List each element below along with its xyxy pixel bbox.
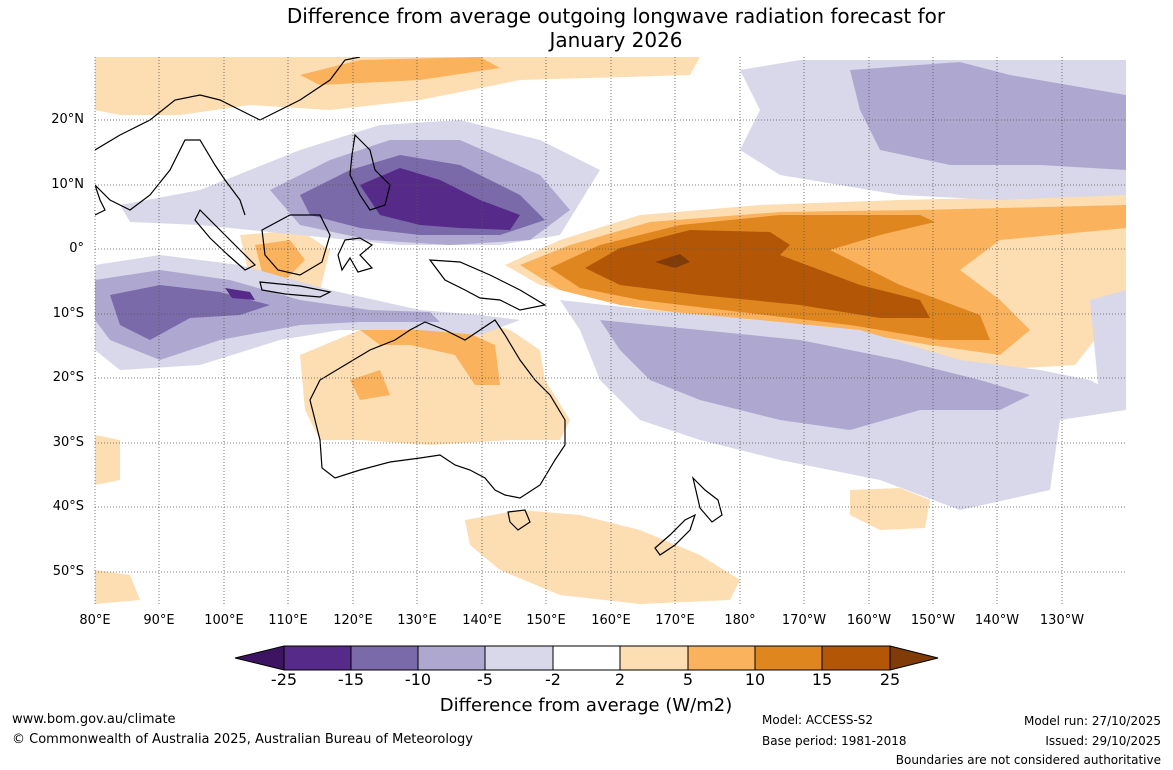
colorbar-bin-15-25 — [821, 645, 891, 671]
longitude-label: 150°E — [526, 613, 566, 628]
negative-region-indian-ocean-strong — [110, 285, 270, 340]
longitude-label: 170°E — [655, 613, 695, 628]
longitude-label: 160°E — [591, 613, 631, 628]
negative-region-north-pacific-mid — [850, 62, 1126, 170]
new-zealand-north-coastline — [691, 476, 723, 523]
positive-region-west-edge — [95, 435, 120, 485]
colorbar-bin-minus10-minus5 — [417, 645, 486, 671]
longitude-label: 180° — [724, 613, 756, 628]
latitude-label: 50°S — [52, 564, 84, 579]
latitude-label: 10°N — [51, 177, 84, 192]
colorbar-bin-5-10 — [687, 645, 756, 671]
longitude-label: 80°E — [79, 613, 111, 628]
colorbar-bin-neutral — [552, 645, 621, 671]
sulawesi-coastline — [337, 237, 374, 273]
longitude-label: 140°W — [974, 613, 1020, 628]
website-link[interactable]: www.bom.gov.au/climate — [12, 712, 176, 727]
positive-region-maritime-core — [255, 240, 305, 280]
latitude-label: 20°S — [52, 370, 84, 385]
new-guinea-coastline — [428, 259, 547, 311]
base-period: Base period: 1981-2018 — [762, 734, 907, 748]
colorbar-tick-label: -2 — [545, 670, 561, 689]
colorbar-upper-extension — [889, 645, 939, 671]
longitude-label: 160°W — [846, 613, 892, 628]
latitude-label: 40°S — [52, 499, 84, 514]
longitude-label: 170°W — [781, 613, 827, 628]
australia-coastline — [309, 319, 566, 499]
model-run-date: Model run: 27/10/2025 — [1023, 714, 1161, 728]
colorbar-tick-label: -15 — [337, 670, 365, 689]
copyright-text: © Commonwealth of Australia 2025, Austra… — [12, 732, 473, 747]
latitude-label: 30°S — [52, 435, 84, 450]
colorbar-tick-label: 2 — [614, 670, 626, 689]
positive-region-australia-west — [350, 370, 390, 400]
philippines-coastline — [349, 133, 391, 211]
positive-region-south-east — [850, 488, 930, 530]
latitude-label: 10°S — [52, 306, 84, 321]
longitude-label: 100°E — [204, 613, 244, 628]
title-line-2: January 2026 — [549, 28, 683, 52]
colorbar-title: Difference from average (W/m2) — [439, 695, 733, 716]
colorbar-bin-2-5 — [619, 645, 689, 671]
colorbar-bin-minus15-minus10 — [350, 645, 419, 671]
longitude-label: 150°W — [910, 613, 956, 628]
positive-region-australia-mid — [360, 318, 500, 385]
chart-title: Difference from average outgoing longwav… — [0, 4, 1173, 52]
colorbar-tick-label: -25 — [270, 670, 298, 689]
colorbar-tick-label: -5 — [477, 670, 493, 689]
positive-region-west-south — [95, 570, 140, 604]
coastlines — [95, 57, 723, 556]
borneo-coastline — [261, 214, 331, 276]
longitude-label: 90°E — [143, 613, 175, 628]
positive-region-equatorial-pacific-core — [585, 230, 930, 318]
negative-region-philippine-sea-core — [360, 168, 520, 230]
boundaries-disclaimer: Boundaries are not considered authoritat… — [895, 753, 1161, 767]
colorbar-tick-label: 5 — [682, 670, 694, 689]
latitude-label: 0° — [69, 241, 84, 256]
longitude-label: 130°W — [1039, 613, 1085, 628]
gridlines — [94, 57, 1126, 604]
sumatra-coastline — [194, 208, 257, 271]
colorbar-bin-10-15 — [754, 645, 823, 671]
java-coastline — [259, 281, 332, 298]
longitude-label: 110°E — [268, 613, 308, 628]
longitude-label: 140°E — [462, 613, 502, 628]
positive-region-australia — [300, 318, 570, 445]
latitude-label: 20°N — [51, 112, 84, 127]
anomaly-shading — [95, 57, 1126, 604]
colorbar-bin-minus5-minus2 — [484, 645, 554, 671]
tasmania-coastline — [507, 509, 531, 531]
negative-region-east-edge — [1090, 290, 1126, 410]
title-line-1: Difference from average outgoing longwav… — [286, 4, 946, 28]
longitude-label: 120°E — [333, 613, 373, 628]
positive-region-subtropical-north — [95, 57, 700, 115]
positive-region-southern-ocean — [465, 510, 740, 604]
longitude-label: 130°E — [397, 613, 437, 628]
colorbar-tick-label: -10 — [404, 670, 432, 689]
negative-region-south-pacific-mid — [600, 320, 1030, 430]
issued-date: Issued: 29/10/2025 — [1045, 734, 1161, 748]
positive-region-north-core — [300, 57, 500, 85]
colorbar-tick-label: 15 — [811, 670, 833, 689]
colorbar-bin-minus25-minus15 — [283, 645, 352, 671]
model-name: Model: ACCESS-S2 — [762, 713, 874, 727]
negative-region-java-core — [225, 288, 255, 300]
colorbar-tick-label: 10 — [744, 670, 766, 689]
india-coastline — [95, 184, 106, 216]
positive-region-extreme — [655, 254, 690, 268]
colorbar-tick-label: 25 — [879, 670, 901, 689]
new-zealand-south-coastline — [654, 513, 697, 556]
colorbar-lower-extension — [234, 645, 285, 671]
